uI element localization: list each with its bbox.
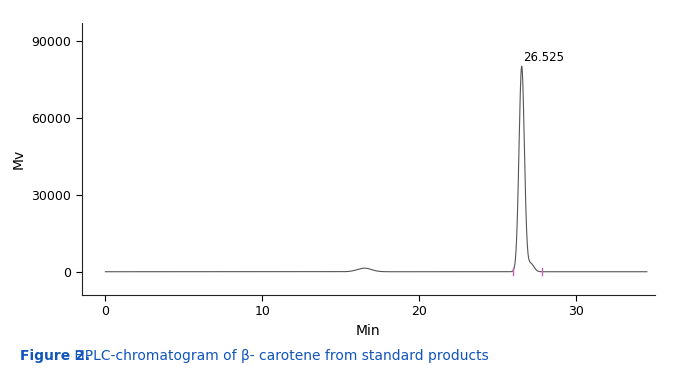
Text: 26.525: 26.525 (524, 51, 565, 64)
X-axis label: Min: Min (356, 324, 381, 338)
Text: Figure 2.: Figure 2. (20, 349, 91, 363)
Y-axis label: Mv: Mv (12, 149, 26, 169)
Text: HPLC-chromatogram of β- carotene from standard products: HPLC-chromatogram of β- carotene from st… (70, 349, 488, 363)
